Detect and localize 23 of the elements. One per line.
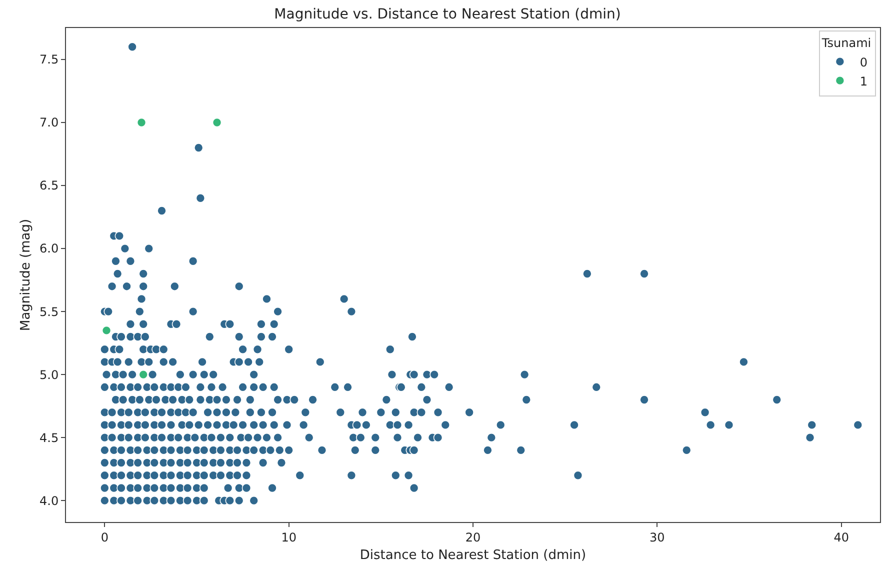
x-tick-label: 20: [465, 530, 481, 544]
y-tick-label: 6.5: [40, 178, 59, 193]
y-tick-label: 5.0: [40, 368, 59, 382]
chart-title: Magnitude vs. Distance to Nearest Station (dmin): [274, 6, 621, 22]
legend-title: Tsunami: [820, 36, 872, 50]
legend-label: 0: [860, 55, 868, 70]
y-tick-label: 4.0: [40, 494, 59, 508]
y-tick-label: 7.5: [40, 52, 59, 67]
legend-label: 1: [860, 74, 868, 88]
y-tick-label: 7.0: [40, 116, 59, 130]
x-axis-title: Distance to Nearest Station (dmin): [360, 548, 586, 563]
point: [212, 118, 222, 128]
point: [136, 118, 146, 128]
x-tick-label: 10: [281, 530, 296, 544]
y-tick-label: 5.5: [40, 304, 59, 319]
y-axis-title: Magnitude (mag): [18, 218, 34, 332]
x-tick-label: 0: [100, 530, 108, 544]
point: [102, 326, 112, 336]
y-tick-label: 4.5: [40, 430, 59, 445]
x-tick-label: 40: [834, 530, 849, 544]
y-tick-label: 6.0: [40, 242, 59, 256]
x-tick-label: 30: [650, 530, 665, 544]
point: [138, 370, 148, 380]
